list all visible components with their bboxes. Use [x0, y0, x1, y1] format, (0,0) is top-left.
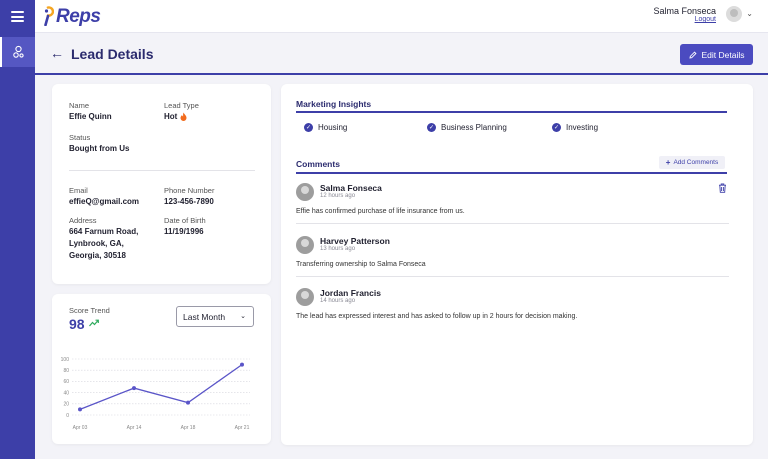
comment-author: Jordan Francis: [320, 288, 381, 298]
insight-label: Housing: [318, 123, 348, 132]
data-point: [186, 400, 190, 405]
logout-link[interactable]: Logout: [694, 16, 716, 23]
user-name: Salma Fonseca: [653, 6, 716, 16]
comment-text: Transferring ownership to Salma Fonseca: [296, 261, 426, 268]
sidebar: [0, 0, 35, 459]
y-tick-label: 20: [63, 402, 69, 408]
phone-value: 123-456-7890: [164, 197, 214, 206]
comment-author: Salma Fonseca: [320, 183, 382, 193]
check-circle-icon: ✓: [552, 123, 561, 132]
insight-investing: ✓ Investing: [552, 123, 598, 132]
y-tick-label: 60: [63, 379, 69, 385]
plus-icon: +: [665, 158, 671, 167]
dob-value: 11/19/1996: [164, 227, 204, 236]
add-comments-label: Add Comments: [673, 159, 719, 166]
comment-time: 13 hours ago: [320, 246, 356, 252]
add-comments-button[interactable]: + Add Comments: [659, 156, 725, 169]
y-tick-label: 0: [66, 413, 69, 419]
y-tick-label: 80: [63, 368, 69, 374]
flame-icon: [180, 112, 187, 121]
status-label: Status: [69, 133, 91, 142]
x-tick-label: Apr 21: [235, 425, 250, 431]
avatar: [296, 183, 314, 201]
comment-time: 14 hours ago: [320, 298, 356, 304]
logo[interactable]: Reps: [44, 4, 104, 30]
insights-comments-card: Marketing Insights ✓ Housing ✓ Business …: [281, 84, 753, 445]
comment-author: Harvey Patterson: [320, 236, 390, 246]
user-avatar[interactable]: [726, 6, 742, 22]
y-tick-label: 100: [61, 357, 70, 363]
insight-label: Business Planning: [441, 123, 507, 132]
lead-type-text: Hot: [164, 112, 178, 121]
score-trend-chart: 0 20 40 60 80 100 Apr 03 Apr 14 Apr 18 Apr 21: [61, 357, 250, 431]
chevron-down-icon: ⌄: [240, 313, 246, 320]
divider: [69, 170, 255, 171]
top-bar: Reps Salma Fonseca Logout ⌄: [35, 0, 768, 33]
section-underline: [296, 172, 727, 174]
chevron-down-icon[interactable]: ⌄: [746, 9, 753, 18]
address-label: Address: [69, 216, 97, 225]
period-select[interactable]: Last Month ⌄: [176, 306, 254, 327]
dob-label: Date of Birth: [164, 216, 206, 225]
y-tick-label: 40: [63, 390, 69, 396]
data-point: [78, 407, 82, 412]
page-header: ← Lead Details Edit Details: [35, 34, 768, 75]
lead-details-card: Name Effie Quinn Lead Type Hot Status Bo…: [52, 84, 271, 284]
edit-details-button[interactable]: Edit Details: [680, 44, 753, 65]
score-trend-title: Score Trend: [69, 306, 110, 315]
trash-icon[interactable]: [718, 183, 727, 193]
pencil-icon: [688, 50, 697, 59]
lead-type-value: Hot: [164, 111, 187, 122]
check-circle-icon: ✓: [427, 123, 436, 132]
sidebar-item-leads[interactable]: [0, 37, 35, 67]
score-trend-card: Score Trend 98 Last Month ⌄ 0 20 40 60 80 100…: [52, 294, 271, 444]
score-value: 98: [69, 316, 85, 332]
comment-divider: [296, 223, 729, 224]
address-line-1: 664 Farnum Road,: [69, 227, 139, 236]
x-tick-label: Apr 14: [127, 425, 142, 431]
address-line-3: Georgia, 30518: [69, 251, 126, 260]
phone-label: Phone Number: [164, 186, 215, 195]
avatar: [296, 236, 314, 254]
period-select-value: Last Month: [183, 312, 226, 322]
section-underline: [296, 111, 727, 113]
insight-label: Investing: [566, 123, 599, 132]
comment-text: The lead has expressed interest and has …: [296, 313, 578, 320]
comment-text: Effie has confirmed purchase of life ins…: [296, 208, 465, 215]
series-line: [79, 364, 243, 411]
address-line-2: Lynbrook, GA,: [69, 239, 124, 248]
name-value: Effie Quinn: [69, 112, 112, 121]
edit-details-label: Edit Details: [701, 49, 745, 60]
name-label: Name: [69, 101, 90, 110]
email-value: effieQ@gmail.com: [69, 197, 140, 206]
data-point: [240, 362, 244, 367]
check-circle-icon: ✓: [304, 123, 313, 132]
menu-icon[interactable]: [11, 11, 24, 22]
leads-icon: [13, 45, 24, 58]
logo-i-mark: [44, 6, 54, 26]
marketing-insights-title: Marketing Insights: [296, 99, 372, 109]
x-tick-label: Apr 03: [73, 425, 88, 431]
trend-up-icon: [89, 319, 99, 327]
page-title: Lead Details: [71, 46, 154, 62]
lead-type-label: Lead Type: [164, 101, 199, 110]
comment-time: 12 hours ago: [320, 193, 356, 199]
insight-business-planning: ✓ Business Planning: [427, 123, 507, 132]
comment-divider: [296, 276, 729, 277]
insight-housing: ✓ Housing: [304, 123, 347, 132]
email-label: Email: [69, 186, 88, 195]
data-point: [132, 386, 136, 391]
logo-text: Reps: [56, 6, 101, 27]
back-arrow-icon[interactable]: ←: [50, 45, 64, 61]
x-tick-label: Apr 18: [181, 425, 196, 431]
avatar: [296, 288, 314, 306]
comments-title: Comments: [296, 159, 340, 169]
status-value: Bought from Us: [69, 144, 130, 153]
